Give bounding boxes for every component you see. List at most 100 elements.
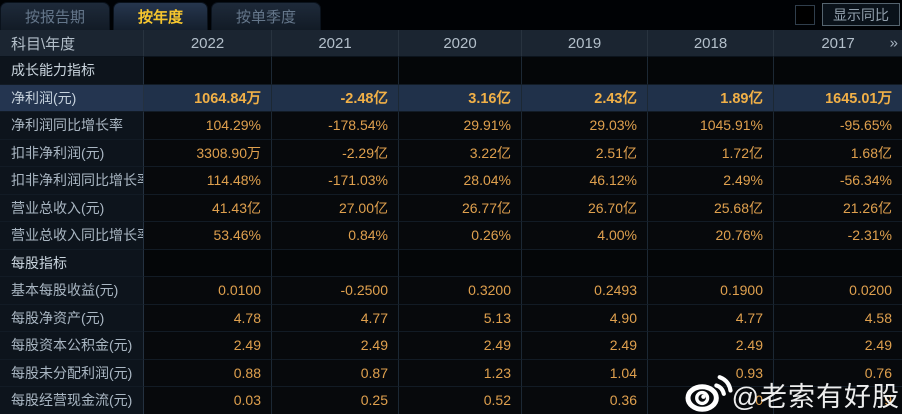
value-cell: 26.77亿 (399, 194, 522, 222)
yoy-controls: 显示同比 (795, 3, 902, 30)
value-cell: 25.68亿 (648, 194, 774, 222)
value-cell (144, 57, 272, 85)
value-cell: 4.77 (648, 304, 774, 332)
value-cell: 0 (648, 387, 774, 414)
corner-header: 科目\年度 (0, 30, 144, 57)
value-cell: 0.26% (399, 222, 522, 250)
value-cell: 4.00% (522, 222, 648, 250)
value-cell: 29.03% (522, 112, 648, 140)
row-label: 每股净资产(元) (0, 304, 144, 332)
value-cell (522, 57, 648, 85)
table-row: 扣非净利润(元) 3308.90万 -2.29亿 3.22亿 2.51亿 1.72亿 1.6… (0, 139, 902, 167)
section-label: 每股指标 (0, 249, 144, 277)
value-cell: -178.54% (272, 112, 399, 140)
value-cell: 0.76 (774, 359, 902, 387)
table-row: 基本每股收益(元) 0.0100 -0.2500 0.3200 0.2493 0.1900… (0, 277, 902, 305)
value-cell: 1064.84万 (144, 84, 272, 112)
value-cell: 20.76% (648, 222, 774, 250)
value-cell: 4.78 (144, 304, 272, 332)
value-cell: 53.46% (144, 222, 272, 250)
tab-annual[interactable]: 按年度 (113, 2, 209, 30)
value-cell (648, 249, 774, 277)
value-cell (774, 249, 902, 277)
row-label: 扣非净利润同比增长率 (0, 167, 144, 195)
value-cell: 2.49 (144, 332, 272, 360)
section-row: 每股指标 (0, 249, 902, 277)
value-cell: 2.49 (272, 332, 399, 360)
value-cell: 0.84% (272, 222, 399, 250)
value-cell (272, 57, 399, 85)
year-header-2020: 2020 (399, 30, 522, 57)
value-cell: 2.51亿 (522, 139, 648, 167)
section-row: 成长能力指标 (0, 57, 902, 85)
value-cell: 0.87 (272, 359, 399, 387)
table-row: 每股资本公积金(元) 2.49 2.49 2.49 2.49 2.49 2.49 (0, 332, 902, 360)
value-cell: 1645.01万 (774, 84, 902, 112)
value-cell: -2.48亿 (272, 84, 399, 112)
value-cell: 4.90 (522, 304, 648, 332)
value-cell: 1.68亿 (774, 139, 902, 167)
value-cell: 29.91% (399, 112, 522, 140)
year-header-2022: 2022 (144, 30, 272, 57)
year-header-2018: 2018 (648, 30, 774, 57)
value-cell: 3308.90万 (144, 139, 272, 167)
value-cell: 2.49 (648, 332, 774, 360)
value-cell: 1.04 (522, 359, 648, 387)
tab-single-quarter[interactable]: 按单季度 (211, 2, 322, 30)
value-cell: -2.31% (774, 222, 902, 250)
value-cell: 0.0200 (774, 277, 902, 305)
value-cell (144, 249, 272, 277)
value-cell: 3.22亿 (399, 139, 522, 167)
value-cell: 0.2493 (522, 277, 648, 305)
value-cell: 1.89亿 (648, 84, 774, 112)
row-label: 营业总收入(元) (0, 194, 144, 222)
value-cell: 26.70亿 (522, 194, 648, 222)
table-header-row: 科目\年度 2022 2021 2020 2019 2018 2017» (0, 30, 902, 57)
year-header-2019: 2019 (522, 30, 648, 57)
value-cell: 2.43亿 (522, 84, 648, 112)
value-cell: 2.49 (399, 332, 522, 360)
value-cell: 1.72亿 (648, 139, 774, 167)
table-row: 净利润同比增长率 104.29% -178.54% 29.91% 29.03% 1045.… (0, 112, 902, 140)
table-row: 营业总收入(元) 41.43亿 27.00亿 26.77亿 26.70亿 25.68亿 21… (0, 194, 902, 222)
row-label: 营业总收入同比增长率 (0, 222, 144, 250)
value-cell: 9 (774, 387, 902, 414)
table-row: 扣非净利润同比增长率 114.48% -171.03% 28.04% 46.12% 2.4… (0, 167, 902, 195)
show-yoy-checkbox[interactable] (795, 4, 815, 25)
value-cell: 2.49% (648, 167, 774, 195)
value-cell: 4.58 (774, 304, 902, 332)
value-cell: 0.52 (399, 387, 522, 414)
value-cell: 3.16亿 (399, 84, 522, 112)
value-cell: 21.26亿 (774, 194, 902, 222)
section-label: 成长能力指标 (0, 57, 144, 85)
more-years-icon[interactable]: » (889, 34, 898, 52)
value-cell: 1.23 (399, 359, 522, 387)
value-cell: 46.12% (522, 167, 648, 195)
value-cell: 2.49 (774, 332, 902, 360)
value-cell: -95.65% (774, 112, 902, 140)
value-cell: -0.2500 (272, 277, 399, 305)
year-header-2021: 2021 (272, 30, 399, 57)
value-cell: 5.13 (399, 304, 522, 332)
table-row: 每股未分配利润(元) 0.88 0.87 1.23 1.04 0.93 0.76 (0, 359, 902, 387)
value-cell: 4.77 (272, 304, 399, 332)
value-cell (399, 249, 522, 277)
value-cell: 0.36 (522, 387, 648, 414)
value-cell: 1045.91% (648, 112, 774, 140)
row-label: 净利润同比增长率 (0, 112, 144, 140)
value-cell (272, 249, 399, 277)
value-cell: -56.34% (774, 167, 902, 195)
tab-report-period[interactable]: 按报告期 (0, 2, 111, 30)
row-label: 每股资本公积金(元) (0, 332, 144, 360)
tab-bar: 按报告期 按年度 按单季度 显示同比 (0, 0, 902, 30)
show-yoy-label[interactable]: 显示同比 (822, 3, 900, 26)
row-label: 净利润(元) (0, 84, 144, 112)
value-cell: 2.49 (522, 332, 648, 360)
year-header-2017: 2017» (774, 30, 902, 57)
value-cell (648, 57, 774, 85)
value-cell: 27.00亿 (272, 194, 399, 222)
value-cell (399, 57, 522, 85)
table-row: 营业总收入同比增长率 53.46% 0.84% 0.26% 4.00% 20.76% -2.… (0, 222, 902, 250)
value-cell: -2.29亿 (272, 139, 399, 167)
